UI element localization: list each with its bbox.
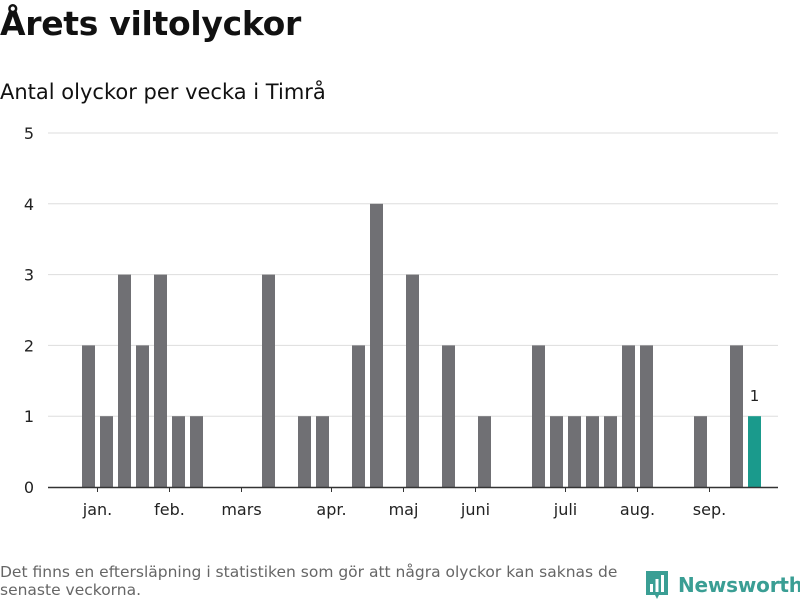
bar: [568, 416, 581, 487]
brand-logo[interactable]: Newsworthy: [644, 569, 800, 601]
bar: [190, 416, 203, 487]
bar: [262, 275, 275, 487]
bar: [586, 416, 599, 487]
bar: [442, 345, 455, 487]
x-tick-label: sep.: [693, 500, 726, 519]
x-tick-label: maj: [389, 500, 419, 519]
bar: [118, 275, 131, 487]
data-labels: 1: [750, 387, 760, 405]
x-tick-label: aug.: [620, 500, 655, 519]
bar: [370, 204, 383, 487]
y-tick-label: 3: [24, 266, 34, 285]
y-tick-labels: 0 1 2 3 4 5: [24, 124, 34, 497]
bar: [172, 416, 185, 487]
x-tick-label: feb.: [154, 500, 185, 519]
footnote: Det finns en eftersläpning i statistiken…: [0, 563, 640, 599]
x-tick-label: apr.: [316, 500, 346, 519]
x-tick-label: juli: [553, 500, 577, 519]
bar: [154, 275, 167, 487]
bar: [694, 416, 707, 487]
y-tick-label: 1: [24, 407, 34, 426]
bar: [478, 416, 491, 487]
x-tick-label: jan.: [82, 500, 112, 519]
x-tick-labels: jan. feb. mars apr. maj juni juli aug. sep.: [82, 500, 726, 519]
bar: [640, 345, 653, 487]
bar: [604, 416, 617, 487]
y-tick-label: 5: [24, 124, 34, 143]
x-tick-label: mars: [221, 500, 261, 519]
bar: [316, 416, 329, 487]
bar: [622, 345, 635, 487]
bar: [532, 345, 545, 487]
y-tick-label: 2: [24, 336, 34, 355]
y-tick-label: 0: [24, 478, 34, 497]
bar: [100, 416, 113, 487]
bar-chart: 0 1 2 3 4 5 1 jan. feb. mars apr. maj juni juli aug.…: [0, 0, 800, 560]
data-label: 1: [750, 387, 760, 405]
bar: [82, 345, 95, 487]
brand-name: Newsworthy: [678, 573, 800, 597]
bar-highlight: [748, 416, 761, 487]
bar: [730, 345, 743, 487]
bar: [406, 275, 419, 487]
y-tick-label: 4: [24, 195, 34, 214]
newsworthy-logo-icon: [644, 569, 670, 601]
x-tick-label: juni: [460, 500, 490, 519]
bar: [352, 345, 365, 487]
bar: [550, 416, 563, 487]
bar: [298, 416, 311, 487]
bar: [136, 345, 149, 487]
